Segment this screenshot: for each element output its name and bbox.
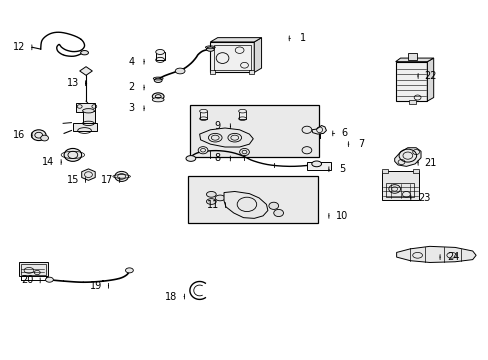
Polygon shape xyxy=(254,38,261,72)
Ellipse shape xyxy=(206,47,214,51)
Text: 2: 2 xyxy=(128,82,134,93)
Bar xyxy=(188,176,317,223)
Ellipse shape xyxy=(45,277,53,282)
Bar xyxy=(395,62,427,101)
Ellipse shape xyxy=(206,199,216,204)
Text: 15: 15 xyxy=(66,175,79,185)
Text: 3: 3 xyxy=(128,103,134,113)
Bar xyxy=(381,171,418,200)
Text: 4: 4 xyxy=(128,57,134,67)
Polygon shape xyxy=(224,192,267,219)
Text: 18: 18 xyxy=(165,292,177,302)
Text: 19: 19 xyxy=(89,281,102,291)
Ellipse shape xyxy=(238,109,246,113)
Text: 9: 9 xyxy=(214,121,220,131)
Ellipse shape xyxy=(154,78,162,82)
Text: 21: 21 xyxy=(424,158,436,168)
Ellipse shape xyxy=(198,147,207,154)
Ellipse shape xyxy=(64,148,81,161)
Bar xyxy=(73,123,97,131)
Ellipse shape xyxy=(215,195,224,201)
Ellipse shape xyxy=(268,202,278,210)
Ellipse shape xyxy=(152,93,163,100)
Ellipse shape xyxy=(206,192,216,197)
Ellipse shape xyxy=(302,126,311,134)
Text: 24: 24 xyxy=(446,252,458,262)
Ellipse shape xyxy=(152,98,163,102)
Bar xyxy=(213,45,250,70)
Bar xyxy=(238,111,246,119)
Bar xyxy=(156,52,164,60)
Bar xyxy=(82,111,95,123)
Text: 22: 22 xyxy=(424,71,436,81)
Bar xyxy=(189,105,319,157)
Text: 10: 10 xyxy=(335,211,347,221)
Text: 17: 17 xyxy=(101,175,113,185)
Polygon shape xyxy=(80,67,92,75)
Ellipse shape xyxy=(273,210,283,217)
Ellipse shape xyxy=(199,109,207,113)
Bar xyxy=(306,162,330,170)
Ellipse shape xyxy=(115,171,128,181)
Text: 16: 16 xyxy=(13,130,25,140)
Text: 14: 14 xyxy=(42,157,55,167)
Ellipse shape xyxy=(311,161,321,167)
Ellipse shape xyxy=(175,68,184,74)
Text: 20: 20 xyxy=(21,275,34,285)
Bar xyxy=(249,70,254,74)
Bar xyxy=(210,70,215,74)
Text: 7: 7 xyxy=(358,139,364,149)
Text: 1: 1 xyxy=(299,33,305,43)
Text: 11: 11 xyxy=(206,200,219,210)
Text: 6: 6 xyxy=(341,129,347,138)
Text: 8: 8 xyxy=(214,153,220,163)
Text: 13: 13 xyxy=(66,78,79,88)
Ellipse shape xyxy=(239,148,249,156)
Polygon shape xyxy=(81,169,95,180)
Text: 5: 5 xyxy=(338,164,345,174)
Bar xyxy=(19,262,47,276)
Bar xyxy=(407,53,416,60)
Text: 12: 12 xyxy=(13,42,25,52)
Polygon shape xyxy=(394,148,420,166)
Bar xyxy=(21,264,45,275)
Bar xyxy=(76,103,95,112)
Ellipse shape xyxy=(185,156,195,161)
Ellipse shape xyxy=(156,49,164,54)
Bar xyxy=(385,183,413,197)
Polygon shape xyxy=(199,128,253,147)
Polygon shape xyxy=(210,38,261,42)
Polygon shape xyxy=(396,246,475,262)
Polygon shape xyxy=(395,58,433,62)
Ellipse shape xyxy=(125,268,133,273)
Ellipse shape xyxy=(302,147,311,154)
Polygon shape xyxy=(427,58,433,101)
Bar xyxy=(199,111,207,119)
Bar xyxy=(210,42,254,72)
Bar xyxy=(412,168,418,173)
Ellipse shape xyxy=(82,109,94,113)
Text: 23: 23 xyxy=(417,193,429,203)
Ellipse shape xyxy=(41,135,48,141)
Ellipse shape xyxy=(31,130,46,140)
Ellipse shape xyxy=(81,50,88,55)
Bar xyxy=(381,168,387,173)
Bar xyxy=(408,100,415,104)
Polygon shape xyxy=(311,126,326,134)
